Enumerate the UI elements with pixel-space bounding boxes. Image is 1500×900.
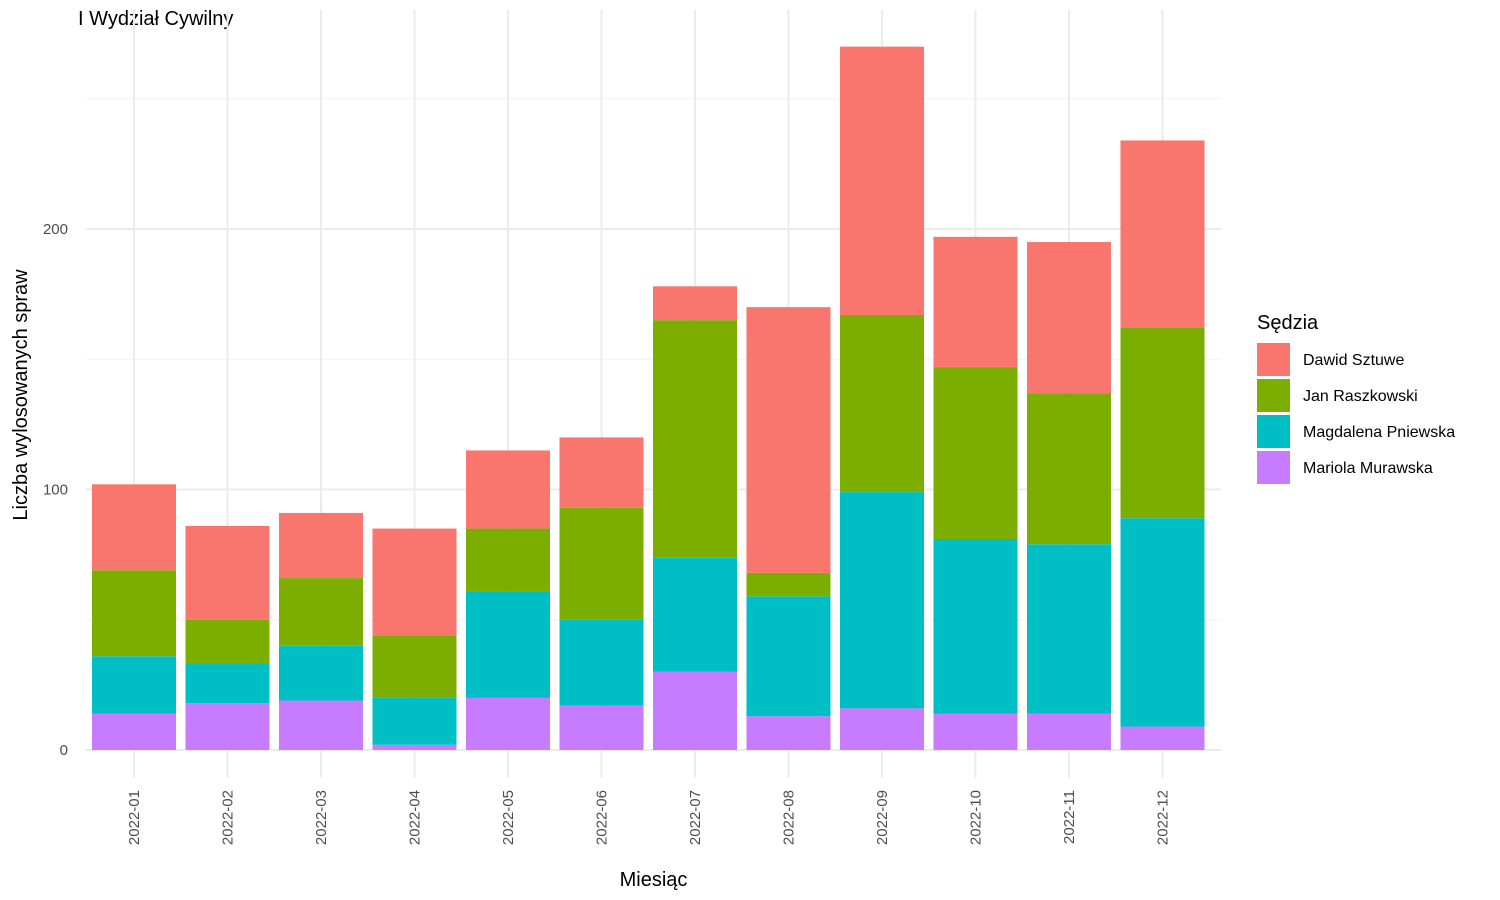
bar-segment xyxy=(92,656,176,714)
bar-segment xyxy=(1120,140,1205,328)
legend: Sędzia Dawid Sztuwe Jan Raszkowski Magdale… xyxy=(1257,312,1455,484)
bar-segment xyxy=(466,528,550,592)
bar-segment xyxy=(92,713,176,750)
bar-segment xyxy=(1027,713,1111,750)
bar-segment xyxy=(840,314,924,493)
bar-segment xyxy=(185,619,270,665)
bar-segment xyxy=(185,664,270,704)
bar-segment xyxy=(372,528,457,636)
legend-label: Mariola Murawska xyxy=(1303,460,1433,477)
bar-segment xyxy=(840,46,924,315)
bar-segment xyxy=(372,635,457,698)
bar-segment xyxy=(1027,393,1111,545)
bar-segment xyxy=(1027,544,1111,714)
bar-segment xyxy=(653,286,737,321)
y-tick-label: 200 xyxy=(43,221,68,238)
bar-segment xyxy=(1027,242,1111,394)
legend-key xyxy=(1257,343,1290,376)
bar-segment xyxy=(840,492,924,709)
bar-segment xyxy=(185,525,270,620)
bar-segment xyxy=(372,697,457,745)
y-tick-label: 100 xyxy=(43,482,68,499)
bar-segment xyxy=(466,697,550,750)
bar-segment xyxy=(279,700,363,750)
bar-segment xyxy=(746,307,831,573)
x-tick-label: 2022-05 xyxy=(500,790,517,845)
x-tick-label: 2022-04 xyxy=(407,790,424,845)
x-tick-label: 2022-09 xyxy=(874,790,891,845)
legend-key xyxy=(1257,415,1290,448)
bar-segment xyxy=(92,484,176,571)
bar-segment xyxy=(185,703,270,750)
bar-segment xyxy=(933,367,1018,539)
bar-segment xyxy=(559,507,644,620)
bar-segment xyxy=(653,557,737,672)
legend-title: Sędzia xyxy=(1257,312,1319,334)
bar-segment xyxy=(746,572,831,597)
legend-label: Magdalena Pniewska xyxy=(1303,424,1455,441)
bar-segment xyxy=(92,570,176,657)
bar-segment xyxy=(559,705,644,750)
legend-label: Dawid Sztuwe xyxy=(1303,352,1404,369)
bars xyxy=(92,46,1205,750)
legend-label: Jan Raszkowski xyxy=(1303,388,1418,405)
x-axis-ticks: 2022-01 2022-02 2022-03 2022-04 2022-05 2022-… xyxy=(126,790,1172,845)
bar-segment xyxy=(559,619,644,706)
legend-key xyxy=(1257,451,1290,484)
bar-segment xyxy=(279,512,363,579)
legend-key xyxy=(1257,379,1290,412)
bar-segment xyxy=(933,713,1018,750)
y-axis-title: Liczba wylosowanych spraw xyxy=(10,269,32,521)
bar-segment xyxy=(1120,726,1205,750)
bar-segment xyxy=(933,236,1018,368)
x-tick-label: 2022-07 xyxy=(687,790,704,845)
bar-segment xyxy=(746,716,831,750)
bar-segment xyxy=(933,538,1018,714)
x-tick-label: 2022-12 xyxy=(1155,790,1172,845)
bar-segment xyxy=(1120,518,1205,727)
bar-segment xyxy=(466,591,550,698)
bar-segment xyxy=(1120,327,1205,519)
x-tick-label: 2022-08 xyxy=(781,790,798,845)
x-axis-title: Miesiąc xyxy=(620,869,688,891)
bar-segment xyxy=(279,578,363,646)
x-tick-label: 2022-02 xyxy=(220,790,237,845)
x-tick-label: 2022-11 xyxy=(1061,790,1078,844)
x-tick-label: 2022-03 xyxy=(313,790,330,845)
chart-title: I Wydział Cywilny xyxy=(78,8,234,30)
bar-segment xyxy=(653,671,737,750)
y-tick-label: 0 xyxy=(60,742,68,759)
bar-segment xyxy=(559,437,644,508)
bar-segment xyxy=(372,744,457,750)
y-axis-ticks: 0 100 200 xyxy=(43,221,68,759)
bar-segment xyxy=(466,450,550,529)
bar-segment xyxy=(653,320,737,558)
x-tick-label: 2022-10 xyxy=(968,790,985,845)
bar-segment xyxy=(840,708,924,750)
x-tick-label: 2022-06 xyxy=(594,790,611,845)
bar-segment xyxy=(279,645,363,701)
x-tick-label: 2022-01 xyxy=(126,790,143,845)
bar-segment xyxy=(746,596,831,717)
